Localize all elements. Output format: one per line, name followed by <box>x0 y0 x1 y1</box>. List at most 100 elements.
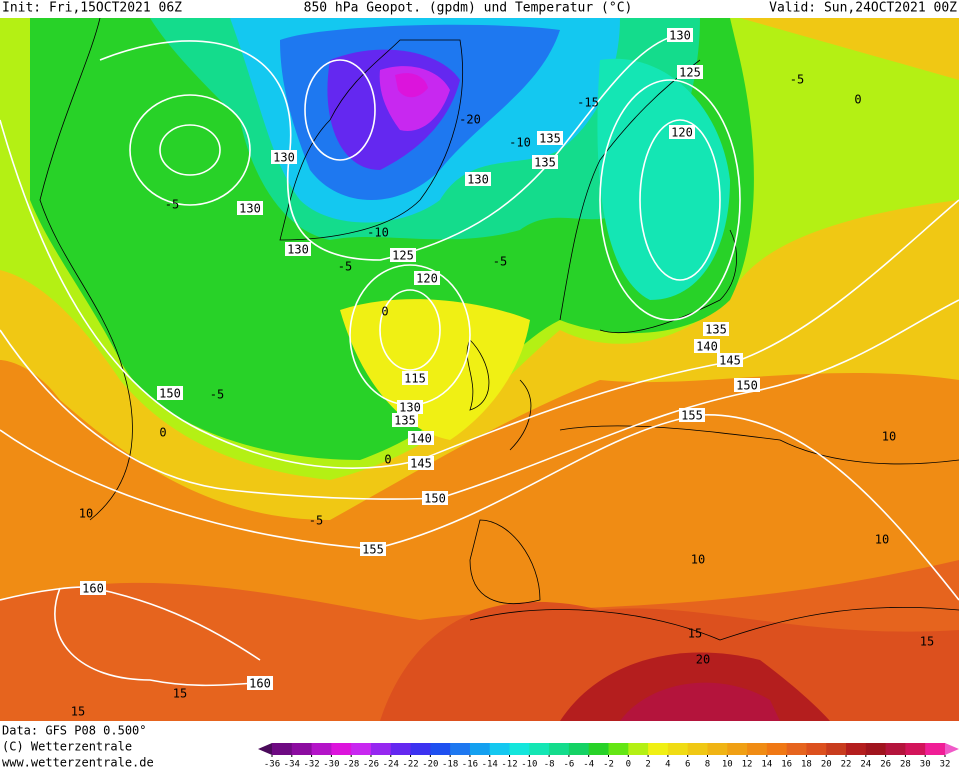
contour <box>129 94 251 206</box>
america-coast <box>39 18 133 521</box>
field-scandinavia <box>597 58 730 300</box>
label-box <box>247 676 273 690</box>
website: www.wetterzentrale.de <box>2 756 154 770</box>
colorbar-segment <box>351 743 372 755</box>
label-box <box>703 322 729 336</box>
data-source: Data: GFS P08 0.500° <box>2 724 147 738</box>
temperature-label: -10 <box>509 136 531 150</box>
temperature-label: -15 <box>577 96 599 110</box>
geopotential-label: 160 <box>82 582 104 596</box>
temperature-label: 10 <box>875 533 889 547</box>
colorbar-label: 22 <box>841 760 852 770</box>
colorbar-segment <box>272 743 293 755</box>
label-box <box>80 581 106 595</box>
temperature-label: 10 <box>79 507 93 521</box>
label-box <box>422 491 448 505</box>
colorbar-label: -24 <box>383 760 399 770</box>
colorbar-label: 24 <box>860 760 871 770</box>
temperature-label: 15 <box>920 635 934 649</box>
colorbar-label: -36 <box>264 760 280 770</box>
label-box <box>271 150 297 164</box>
colorbar-segment <box>865 743 887 755</box>
geopotential-label: 150 <box>159 387 181 401</box>
colorbar-label: 8 <box>705 760 710 770</box>
colorbar-segment <box>846 743 867 755</box>
colorbar-segment <box>568 743 590 755</box>
field-hot <box>620 682 780 721</box>
field-magenta <box>395 73 428 98</box>
colorbar-label: 14 <box>761 760 772 770</box>
colorbar: -36 -34 -32 -30 -28 -26 -24 -22 -20 -18 -16 -14 -12-… <box>258 743 959 770</box>
contour <box>639 119 721 281</box>
colorbar-segment <box>628 743 649 755</box>
colorbar-label: 4 <box>665 760 670 770</box>
label-box <box>408 431 434 445</box>
colorbar-label: 32 <box>940 760 951 770</box>
colorbar-segment <box>331 743 352 755</box>
colorbar-label: -12 <box>501 760 517 770</box>
temperature-label: -5 <box>790 73 804 87</box>
colorbar-segment <box>509 743 530 755</box>
geopotential-label: 140 <box>696 340 718 354</box>
colorbar-segment <box>410 743 431 755</box>
label-box <box>237 201 263 215</box>
temperature-label: 20 <box>696 653 710 667</box>
colorbar-segment <box>826 743 847 755</box>
label-box <box>694 339 720 353</box>
british-isles-coast <box>466 339 532 451</box>
temperature-label: 15 <box>71 705 85 719</box>
colorbar-segment <box>747 743 768 755</box>
label-box <box>669 125 695 139</box>
label-box <box>285 242 311 256</box>
geopotential-label: 155 <box>681 409 703 423</box>
geopotential-label: 135 <box>394 414 416 428</box>
temperature-label: 0 <box>384 453 391 467</box>
colorbar-segment <box>588 743 609 755</box>
geopotential-label: 130 <box>273 151 295 165</box>
colorbar-segment <box>489 743 511 755</box>
contour <box>599 79 741 321</box>
colorbar-segment <box>291 743 313 755</box>
temperature-label: 10 <box>882 430 896 444</box>
colorbar-segment <box>529 743 550 755</box>
temperature-label: 0 <box>381 305 388 319</box>
copyright: (C) Wetterzentrale <box>2 740 132 754</box>
geopotential-label: 130 <box>287 243 309 257</box>
contour <box>0 414 959 601</box>
valid-time: Valid: Sun,24OCT2021 00Z <box>769 1 957 16</box>
colorbar-segment <box>390 743 412 755</box>
africa-coast <box>469 606 959 641</box>
map-title: 850 hPa Geopot. (gpdm) und Temperatur (°… <box>304 1 633 16</box>
temperature-label: -5 <box>165 198 179 212</box>
colorbar-label: -22 <box>402 760 418 770</box>
label-box <box>537 131 563 145</box>
colorbar-label: -14 <box>482 760 498 770</box>
label-box <box>679 408 705 422</box>
colorbar-segment <box>766 743 788 755</box>
geopotential-label: 120 <box>416 272 438 286</box>
colorbar-label: -20 <box>422 760 438 770</box>
geopotential-label: 130 <box>467 173 489 187</box>
colorbar-segment <box>786 743 807 755</box>
temperature-label: -5 <box>493 255 507 269</box>
scandinavia-coast <box>559 59 737 334</box>
geopotential-label: 135 <box>705 323 727 337</box>
colorbar-end <box>945 743 959 755</box>
geopotential-label: 150 <box>424 492 446 506</box>
colorbar-segment <box>885 743 906 755</box>
colorbar-label: 2 <box>645 760 650 770</box>
colorbar-label: -30 <box>323 760 339 770</box>
colorbar-segment <box>469 743 491 755</box>
temperature-label: 10 <box>691 553 705 567</box>
geopotential-label: 115 <box>404 372 426 386</box>
colorbar-label: 28 <box>900 760 911 770</box>
label-box <box>532 155 558 169</box>
temperature-label: -5 <box>338 260 352 274</box>
geopotential-label: 145 <box>719 354 741 368</box>
geopotential-label: 130 <box>669 29 691 43</box>
colorbar-label: -18 <box>442 760 458 770</box>
colorbar-label: -32 <box>303 760 319 770</box>
geopotential-label: 135 <box>539 132 561 146</box>
colorbar-label: 0 <box>626 760 631 770</box>
